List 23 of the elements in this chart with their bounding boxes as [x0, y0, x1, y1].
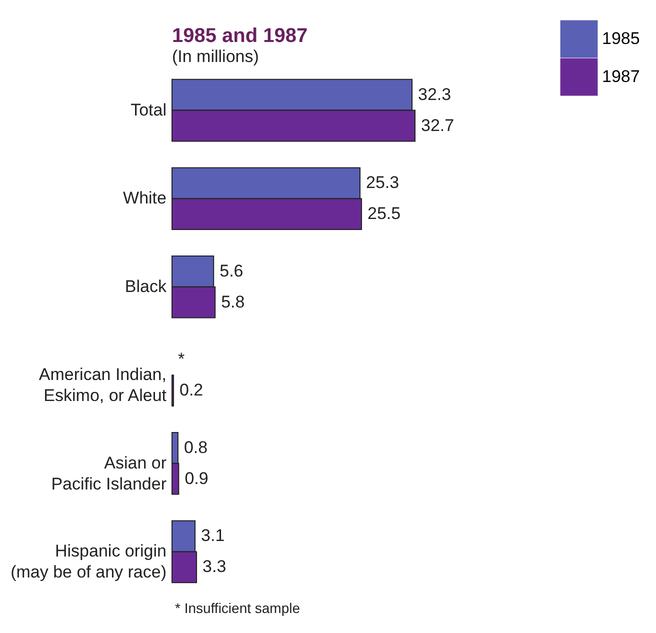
legend-label: 1985 — [602, 29, 640, 48]
data-label: 32.3 — [418, 84, 452, 104]
y-tick-label: Hispanic origin (may be of any race) — [10, 542, 166, 582]
data-label: 3.3 — [202, 557, 226, 576]
text: * — [178, 350, 185, 369]
annotation: * Insufficient sample — [175, 600, 300, 616]
data-label: 3.1 — [201, 526, 225, 546]
data-label: 32.7 — [421, 116, 454, 135]
chart-subtitle: (In millions) — [172, 47, 259, 66]
data-label: 25.3 — [366, 173, 400, 192]
y-tick-label: American Indian, Eskimo, or Aleut — [38, 365, 167, 406]
data-label: 0.2 — [179, 380, 204, 400]
y-tick-label: White — [123, 188, 166, 208]
data-label: 5.6 — [220, 261, 244, 280]
data-label: 5.8 — [221, 292, 245, 312]
data-label: 0.9 — [184, 468, 208, 488]
data-label: 0.8 — [184, 438, 208, 457]
y-tick-label: Total — [130, 100, 166, 120]
data-label: 25.5 — [367, 204, 401, 224]
y-tick-label: Asian or Pacific Islander — [51, 453, 167, 494]
y-tick-label: Black — [124, 276, 167, 296]
legend-label: 1987 — [602, 67, 640, 86]
chart-title: 1985 and 1987 — [172, 25, 308, 47]
